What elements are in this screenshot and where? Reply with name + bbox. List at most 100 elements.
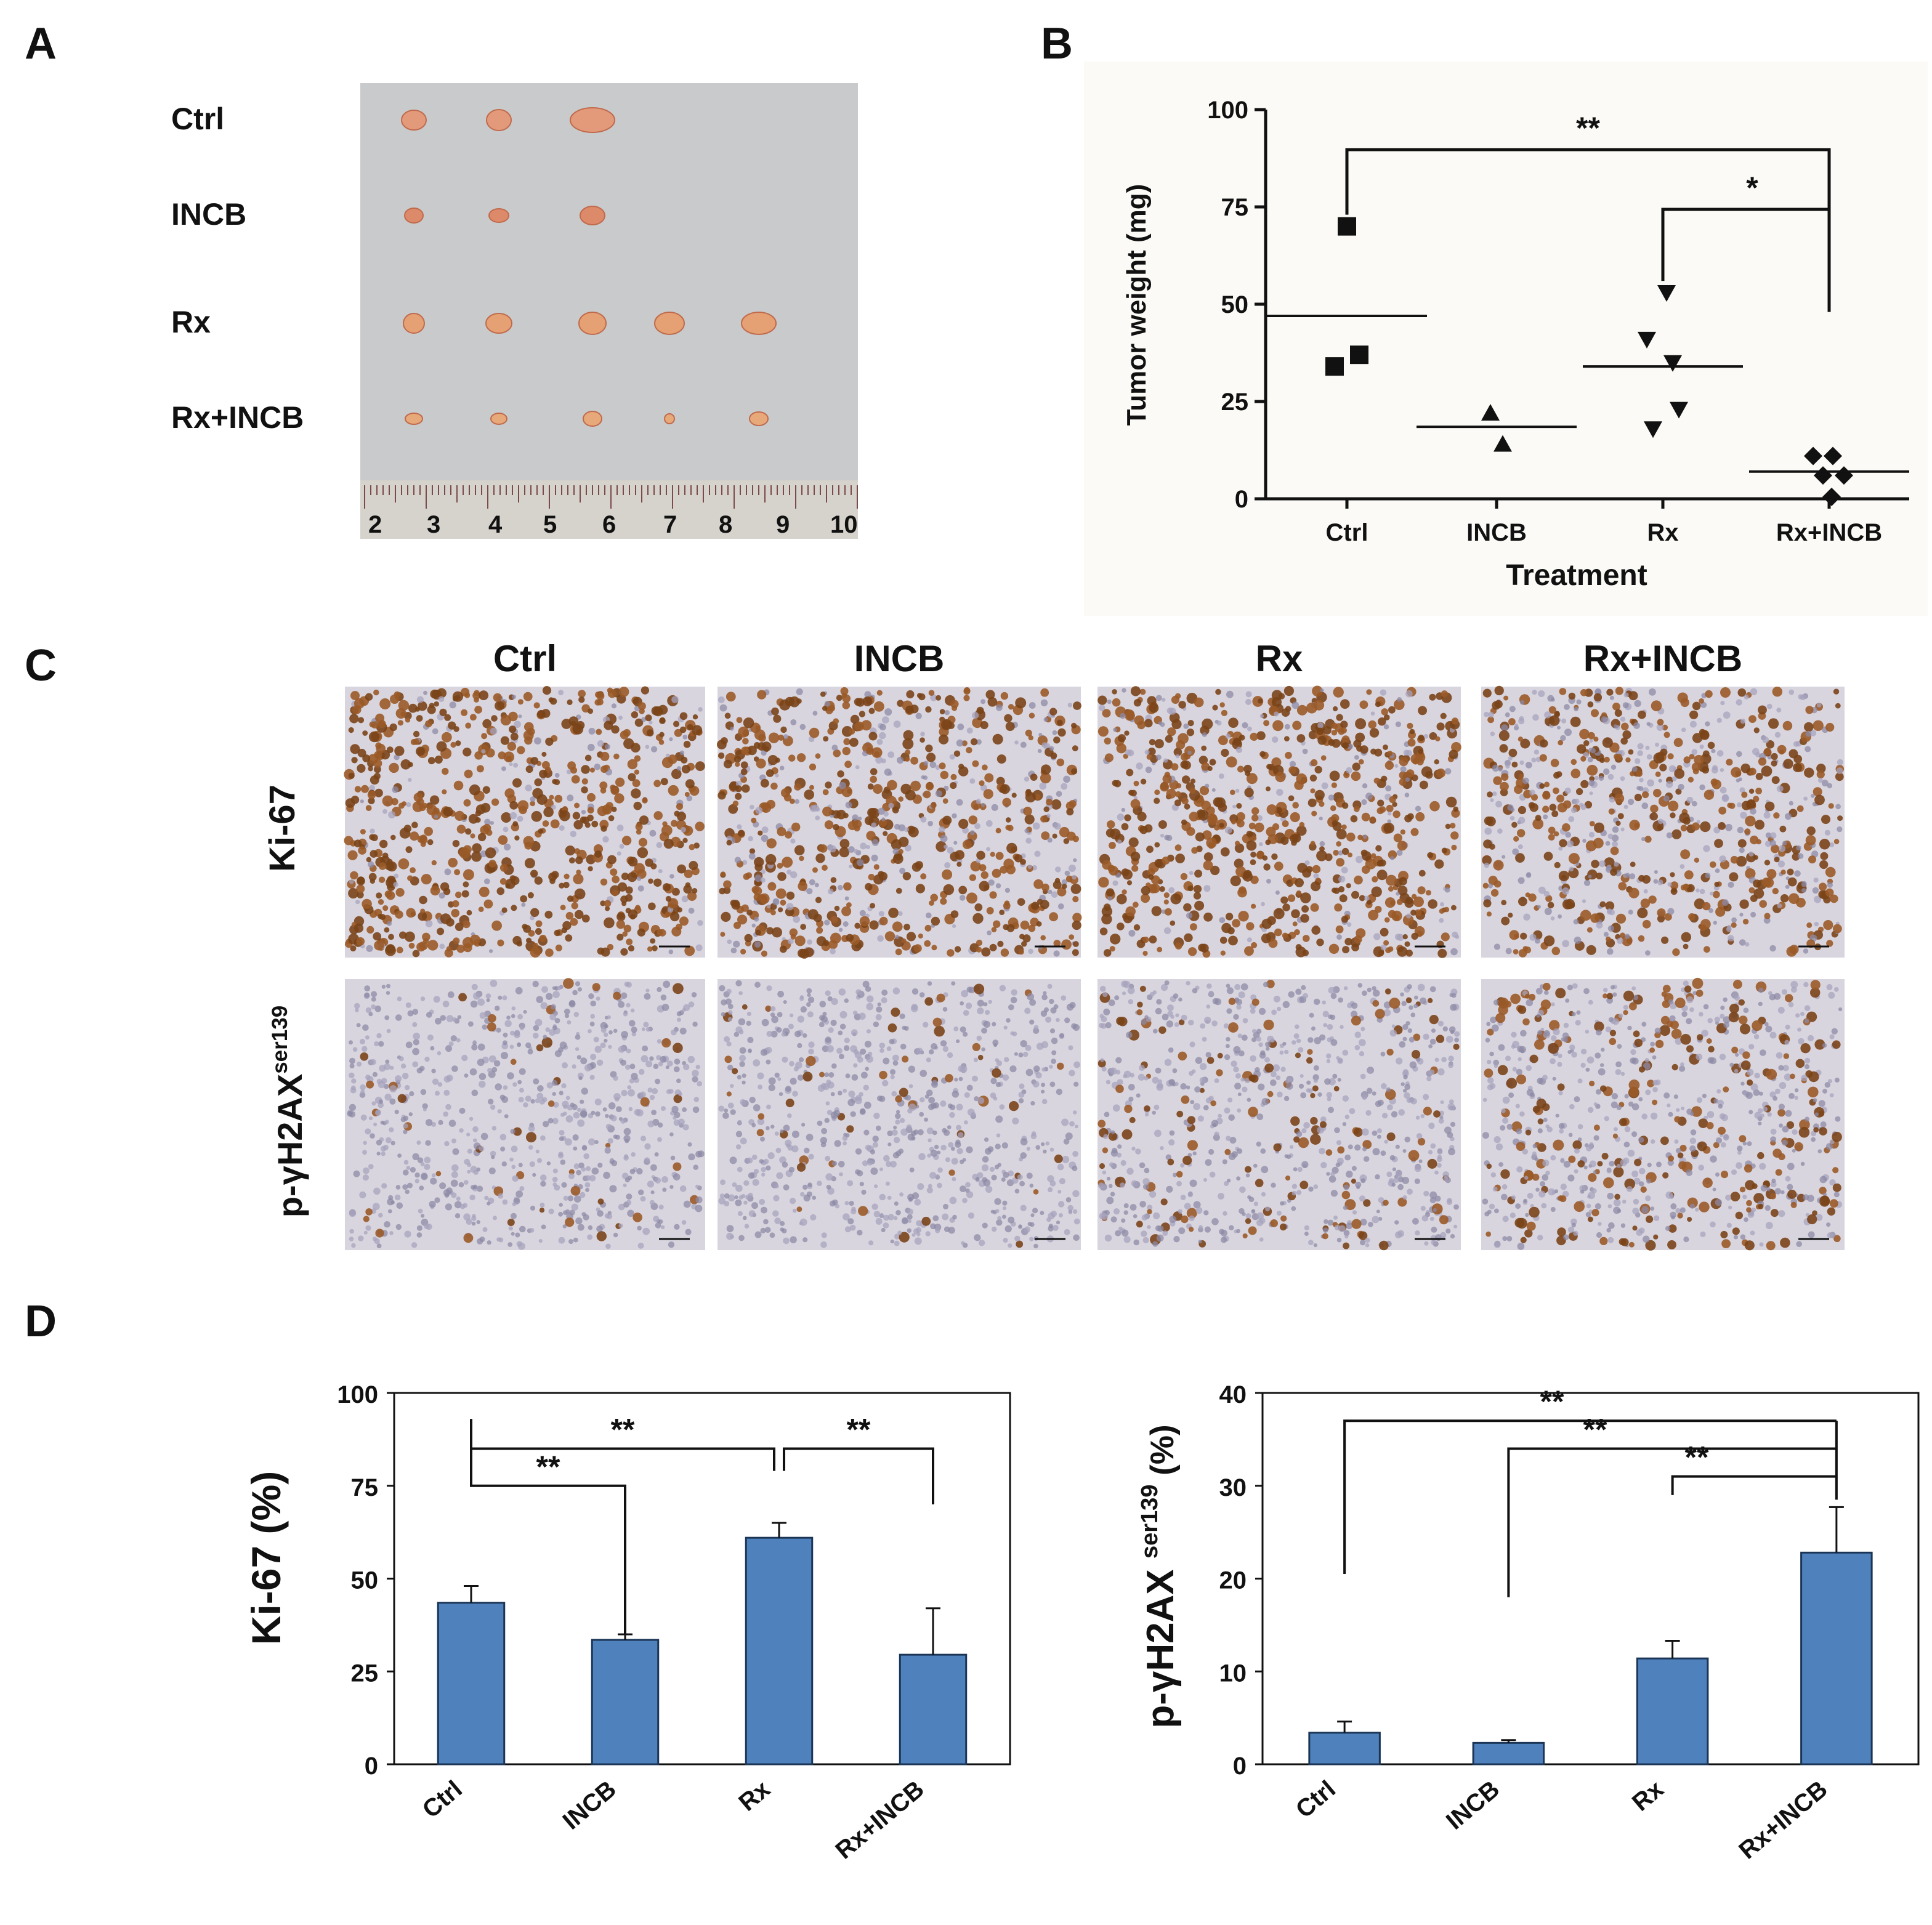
cell-nucleus — [430, 1046, 435, 1051]
cell-nucleus — [724, 1108, 729, 1113]
cell-nucleus — [1519, 700, 1525, 705]
cell-nucleus — [900, 1128, 908, 1136]
cell-nucleus — [1794, 870, 1801, 877]
cell-nucleus — [868, 874, 875, 881]
cell-nucleus — [996, 1060, 1003, 1067]
cell-nucleus — [793, 916, 800, 923]
cell-nucleus — [602, 1107, 607, 1112]
cell-nucleus — [740, 948, 746, 954]
cell-nucleus — [1180, 761, 1189, 769]
cell-nucleus — [1434, 859, 1444, 869]
cell-nucleus — [738, 829, 745, 837]
cell-nucleus — [1564, 704, 1570, 710]
cell-nucleus — [587, 743, 595, 751]
cell-nucleus — [1238, 911, 1249, 922]
cell-nucleus — [931, 916, 940, 926]
cell-nucleus — [1160, 833, 1165, 838]
cell-nucleus — [1756, 839, 1761, 845]
cell-nucleus — [1628, 799, 1635, 805]
cell-nucleus — [1289, 761, 1296, 767]
cell-nucleus — [886, 1161, 892, 1168]
cell-nucleus — [876, 1125, 881, 1131]
cell-nucleus — [471, 1089, 479, 1097]
cell-nucleus — [501, 1096, 509, 1103]
cell-nucleus — [1653, 879, 1658, 884]
cell-nucleus — [561, 1083, 567, 1089]
cell-nucleus — [430, 1177, 437, 1185]
cell-nucleus — [761, 1019, 769, 1027]
cell-nucleus — [775, 888, 786, 899]
cell-nucleus — [671, 769, 682, 780]
cell-nucleus — [609, 1185, 617, 1193]
cell-nucleus — [974, 1234, 981, 1241]
cell-nucleus — [1444, 906, 1450, 913]
cell-nucleus — [1673, 738, 1683, 748]
cell-nucleus — [976, 739, 982, 745]
cell-nucleus — [1774, 732, 1781, 738]
cell-nucleus — [831, 1161, 838, 1166]
cell-nucleus — [1154, 858, 1163, 868]
cell-nucleus — [605, 1123, 612, 1130]
cell-nucleus — [625, 908, 631, 914]
cell-nucleus — [1368, 720, 1376, 729]
cell-nucleus — [1291, 839, 1297, 846]
cell-nucleus — [629, 1169, 636, 1174]
cell-nucleus — [1777, 745, 1787, 754]
cell-nucleus — [1666, 832, 1673, 839]
cell-nucleus — [738, 991, 743, 996]
cell-nucleus — [818, 844, 828, 853]
cell-nucleus — [424, 1223, 430, 1230]
cell-nucleus — [897, 756, 904, 764]
cell-nucleus — [368, 861, 374, 868]
cell-nucleus — [1558, 914, 1562, 919]
cell-nucleus — [1495, 801, 1503, 808]
cell-nucleus — [1049, 1180, 1056, 1187]
cell-nucleus — [1580, 910, 1591, 921]
cell-nucleus — [1036, 1043, 1044, 1050]
cell-nucleus — [1308, 798, 1317, 807]
cell-nucleus — [406, 802, 411, 807]
cell-nucleus — [683, 1063, 690, 1070]
cell-nucleus — [968, 815, 978, 825]
cell-nucleus — [368, 1164, 374, 1169]
cell-nucleus — [1602, 737, 1613, 748]
cell-nucleus — [894, 1240, 900, 1246]
cell-nucleus — [477, 998, 485, 1006]
cell-nucleus — [964, 1120, 968, 1124]
cell-nucleus — [548, 872, 557, 881]
cell-nucleus — [1684, 870, 1694, 880]
cell-nucleus — [386, 983, 390, 988]
cell-nucleus — [1001, 1177, 1006, 1182]
cell-nucleus — [1763, 812, 1771, 819]
cell-nucleus — [1753, 727, 1760, 733]
cell-nucleus — [947, 1052, 953, 1059]
cell-nucleus — [641, 1027, 645, 1031]
cell-nucleus — [1543, 935, 1555, 946]
cell-nucleus — [572, 990, 578, 996]
cell-nucleus — [1803, 948, 1809, 954]
cell-nucleus — [884, 769, 892, 776]
cell-nucleus — [1173, 748, 1182, 756]
cell-nucleus — [568, 857, 575, 864]
cell-nucleus — [437, 927, 445, 935]
cell-nucleus — [648, 902, 656, 911]
cell-nucleus — [519, 805, 527, 815]
cell-nucleus — [1394, 699, 1405, 710]
cell-nucleus — [698, 707, 703, 712]
cell-nucleus — [794, 799, 799, 804]
cell-nucleus — [1359, 700, 1368, 709]
cell-nucleus — [1699, 728, 1706, 736]
cell-nucleus — [1492, 701, 1501, 710]
cell-nucleus — [488, 860, 496, 868]
cell-nucleus — [532, 980, 539, 988]
cell-nucleus — [1276, 788, 1283, 796]
cell-nucleus — [751, 923, 756, 928]
cell-nucleus — [471, 1221, 476, 1226]
cell-nucleus — [1651, 700, 1662, 711]
cell-nucleus — [349, 1063, 355, 1068]
cell-nucleus — [1777, 860, 1785, 868]
cell-nucleus — [645, 1027, 651, 1032]
cell-nucleus — [1112, 880, 1118, 886]
cell-nucleus — [989, 1166, 995, 1172]
